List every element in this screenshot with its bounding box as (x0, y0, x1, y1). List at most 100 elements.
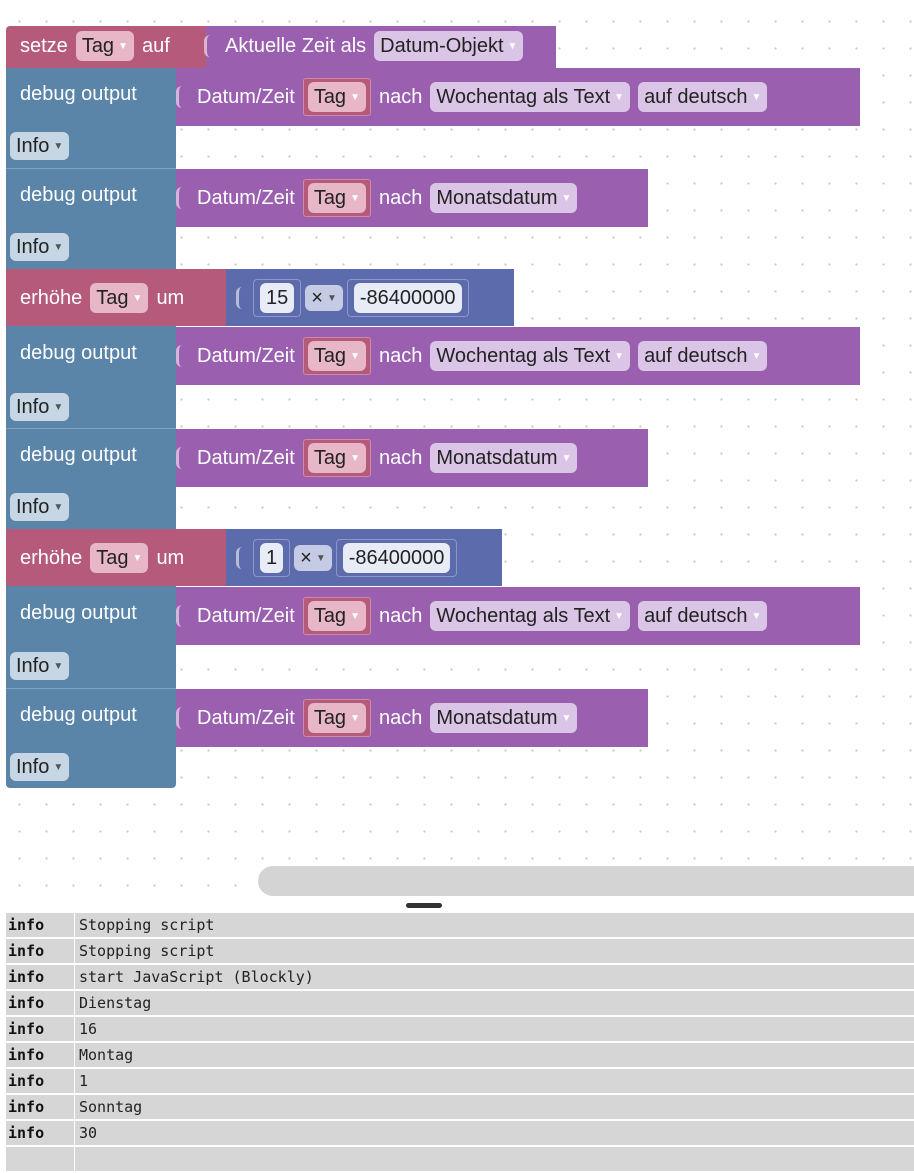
number-input[interactable]: 15 (260, 283, 295, 313)
log-row: info start JavaScript (Blockly) (0, 965, 914, 991)
nach-label: nach (378, 446, 423, 469)
log-message: Stopping script (74, 913, 914, 937)
dropdown-arrow-icon: ▼ (614, 350, 625, 362)
number-input[interactable]: 1 (260, 543, 284, 573)
number-block[interactable]: 15 (253, 279, 302, 317)
format-dropdown[interactable]: Monatsdatum ▼ (430, 443, 578, 473)
log-level-dropdown[interactable]: Info ▼ (10, 652, 70, 680)
dropdown-arrow-icon: ▼ (350, 350, 360, 362)
log-message: 1 (74, 1069, 914, 1093)
variable-dropdown[interactable]: Tag ▼ (75, 31, 134, 61)
format-dropdown[interactable]: Monatsdatum ▼ (430, 183, 578, 213)
dropdown-arrow-icon: ▼ (507, 40, 518, 52)
log-level: info (8, 1020, 45, 1038)
debug-output-label: debug output (20, 184, 137, 206)
variable-dropdown[interactable]: Tag ▼ (90, 283, 149, 313)
format-dropdown[interactable]: Wochentag als Text ▼ (430, 82, 631, 112)
debug-output-label: debug output (20, 444, 137, 466)
log-message: 30 (74, 1121, 914, 1145)
debug-output-label: debug output (20, 704, 137, 726)
log-level: info (8, 994, 45, 1012)
setze-label: setze (20, 34, 68, 57)
dropdown-arrow-icon: ▼ (561, 452, 572, 464)
log-message: Sonntag (74, 1095, 914, 1119)
operator-dropdown[interactable]: × ▼ (305, 285, 343, 311)
log-level-dropdown[interactable]: Info ▼ (10, 393, 70, 421)
variable-getter[interactable]: Tag ▼ (302, 597, 371, 635)
nach-label: nach (378, 344, 423, 367)
dropdown-arrow-icon: ▼ (326, 292, 337, 304)
debug-output-label: debug output (20, 602, 137, 624)
format-dropdown[interactable]: Wochentag als Text ▼ (430, 601, 631, 631)
log-row: info Montag (0, 1043, 914, 1069)
dropdown-arrow-icon: ▼ (614, 610, 625, 622)
log-level: info (8, 942, 45, 960)
format-dropdown[interactable]: Wochentag als Text ▼ (430, 341, 631, 371)
variable-getter[interactable]: Tag ▼ (302, 179, 371, 217)
date-time-label: Datum/Zeit (197, 344, 295, 367)
log-row (0, 1147, 914, 1173)
dropdown-arrow-icon: ▼ (53, 241, 64, 253)
language-dropdown[interactable]: auf deutsch ▼ (638, 82, 768, 112)
log-row: info 16 (0, 1017, 914, 1043)
number-input[interactable]: -86400000 (342, 543, 451, 573)
dropdown-arrow-icon: ▼ (53, 501, 64, 513)
dropdown-arrow-icon: ▼ (53, 401, 64, 413)
blockly-workspace[interactable]: setze Tag ▼ auf Aktuelle Zeit als Datum-O… (0, 0, 914, 900)
dropdown-arrow-icon: ▼ (132, 292, 143, 304)
log-row: info Stopping script (0, 939, 914, 965)
date-time-label: Datum/Zeit (197, 186, 295, 209)
puzzle-connector-icon (176, 707, 189, 729)
number-block[interactable]: -86400000 (346, 279, 469, 317)
log-panel: info Stopping script info Stopping script … (0, 913, 914, 1173)
log-message: 16 (74, 1017, 914, 1041)
dropdown-arrow-icon: ▼ (751, 91, 762, 103)
dropdown-arrow-icon: ▼ (315, 552, 326, 564)
variable-getter[interactable]: Tag ▼ (302, 699, 371, 737)
date-time-label: Datum/Zeit (197, 85, 295, 108)
log-message: Dienstag (74, 991, 914, 1015)
panel-resize-handle[interactable] (406, 903, 442, 908)
dropdown-arrow-icon: ▼ (751, 610, 762, 622)
operator-dropdown[interactable]: × ▼ (294, 545, 332, 571)
nach-label: nach (378, 85, 423, 108)
log-row: info 30 (0, 1121, 914, 1147)
language-dropdown[interactable]: auf deutsch ▼ (638, 601, 768, 631)
time-format-dropdown[interactable]: Datum-Objekt ▼ (374, 31, 524, 61)
current-time-label: Aktuelle Zeit als (225, 34, 367, 57)
puzzle-connector-icon (176, 447, 189, 469)
log-level-dropdown[interactable]: Info ▼ (10, 753, 70, 781)
log-level: info (8, 1124, 45, 1142)
variable-getter[interactable]: Tag ▼ (302, 78, 371, 116)
log-level-dropdown[interactable]: Info ▼ (10, 233, 70, 261)
format-dropdown[interactable]: Monatsdatum ▼ (430, 703, 578, 733)
dropdown-arrow-icon: ▼ (53, 660, 64, 672)
variable-getter[interactable]: Tag ▼ (302, 337, 371, 375)
dropdown-arrow-icon: ▼ (118, 40, 128, 52)
log-row: info Dienstag (0, 991, 914, 1017)
log-level-dropdown[interactable]: Info ▼ (10, 132, 70, 160)
variable-dropdown[interactable]: Tag ▼ (90, 543, 149, 573)
dropdown-arrow-icon: ▼ (350, 610, 360, 622)
date-time-label: Datum/Zeit (197, 446, 295, 469)
horizontal-scrollbar[interactable] (258, 866, 914, 896)
number-input[interactable]: -86400000 (353, 283, 462, 313)
puzzle-connector-icon (236, 287, 249, 309)
dropdown-arrow-icon: ▼ (53, 761, 64, 773)
nach-label: nach (378, 604, 423, 627)
dropdown-arrow-icon: ▼ (614, 91, 625, 103)
number-block[interactable]: 1 (253, 539, 291, 577)
language-dropdown[interactable]: auf deutsch ▼ (638, 341, 768, 371)
erhoehe-label: erhöhe (20, 286, 83, 309)
variable-getter[interactable]: Tag ▼ (302, 439, 371, 477)
nach-label: nach (378, 186, 423, 209)
auf-label: auf (141, 34, 170, 57)
um-label: um (156, 546, 185, 569)
erhoehe-label: erhöhe (20, 546, 83, 569)
log-level-dropdown[interactable]: Info ▼ (10, 493, 70, 521)
number-block[interactable]: -86400000 (335, 539, 458, 577)
log-message: Montag (74, 1043, 914, 1067)
log-message: start JavaScript (Blockly) (74, 965, 914, 989)
debug-output-label: debug output (20, 342, 137, 364)
date-time-label: Datum/Zeit (197, 604, 295, 627)
